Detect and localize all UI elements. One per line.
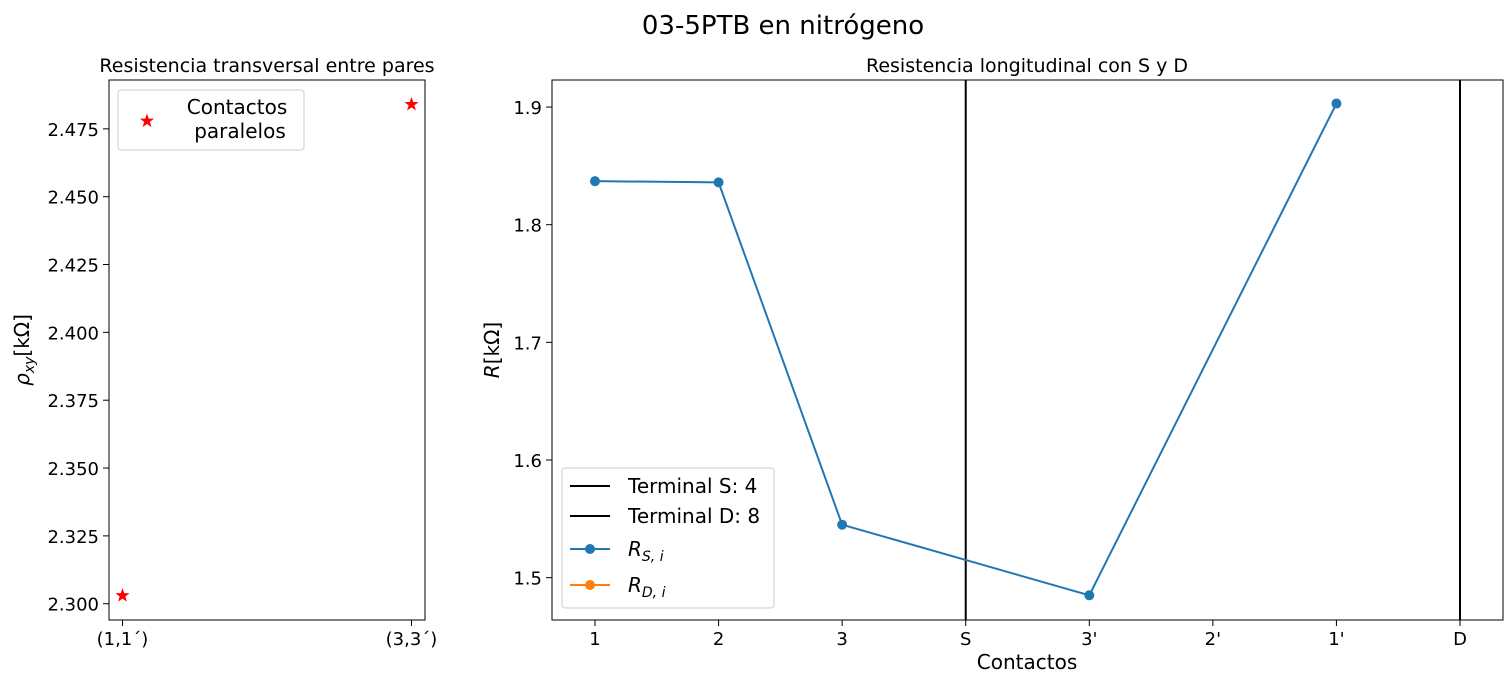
right-y-tick-label: 1.6 bbox=[513, 451, 542, 472]
right-chart-title: Resistencia longitudinal con S y D bbox=[866, 55, 1188, 77]
left-points bbox=[115, 96, 419, 602]
right-legend-box bbox=[561, 467, 775, 609]
series-point bbox=[590, 176, 600, 187]
right-chart: Resistencia longitudinal con S y D 1.51.… bbox=[480, 55, 1504, 674]
left-y-label-unit: [kΩ] bbox=[10, 314, 34, 356]
right-x-tick-label: 1' bbox=[1328, 629, 1344, 650]
right-y-label-main: R bbox=[480, 364, 504, 378]
left-legend-box bbox=[117, 89, 305, 151]
left-y-label-main: ρ bbox=[10, 373, 34, 386]
series-point bbox=[1331, 98, 1342, 109]
legend-series-s-label: RS, i bbox=[628, 537, 664, 565]
series-point bbox=[1084, 590, 1095, 601]
right-x-ticks: 1 2 3 S 3' 2' 1' D bbox=[589, 620, 1467, 650]
right-axes-frame bbox=[551, 79, 1504, 621]
left-y-label-sub: xy bbox=[22, 356, 38, 374]
right-x-tick-label: 2 bbox=[713, 629, 724, 650]
left-chart-title: Resistencia transversal entre pares bbox=[99, 55, 434, 77]
right-x-tick-label: 3' bbox=[1081, 629, 1097, 650]
right-x-tick-label: 2' bbox=[1205, 629, 1221, 650]
left-y-tick-label: 2.450 bbox=[47, 188, 99, 209]
right-vertical-lines bbox=[964, 80, 1461, 620]
legend-series-d-marker bbox=[585, 580, 595, 590]
legend-series-d-sub: D, i bbox=[642, 585, 666, 601]
left-y-tick-label: 2.350 bbox=[47, 459, 99, 480]
legend-series-s-sub: S, i bbox=[642, 549, 664, 565]
legend-star-marker bbox=[139, 113, 155, 128]
right-legend: Terminal S: 4 Terminal D: 8 RS, i RD, i bbox=[561, 467, 775, 609]
left-y-ticks: 2.300 2.325 2.350 2.375 2.400 2.425 2.450 2.475 bbox=[47, 120, 109, 616]
right-x-tick-label: S bbox=[960, 629, 971, 650]
legend-series-s-main: R bbox=[628, 537, 642, 561]
right-series bbox=[590, 98, 1342, 601]
left-y-tick-label: 2.425 bbox=[47, 256, 99, 277]
left-x-ticks: (1,1´) (3,3´) bbox=[97, 620, 438, 650]
right-y-tick-label: 1.9 bbox=[513, 98, 542, 119]
left-x-tick-label: (3,3´) bbox=[386, 629, 438, 650]
right-y-tick-label: 1.5 bbox=[513, 569, 542, 590]
left-axes-frame bbox=[108, 79, 426, 621]
left-star-point bbox=[404, 96, 419, 111]
left-y-tick-label: 2.325 bbox=[47, 527, 99, 548]
figure-title: 03-5PTB en nitrógeno bbox=[642, 11, 924, 41]
left-legend-label-1: Contactos bbox=[187, 95, 287, 119]
right-x-tick-label: 3 bbox=[836, 629, 847, 650]
legend-series-d-main: R bbox=[628, 573, 642, 597]
right-x-axis-label: Contactos bbox=[977, 650, 1077, 674]
right-x-tick-label: D bbox=[1453, 629, 1467, 650]
right-y-axis-label: R[kΩ] bbox=[480, 322, 504, 378]
left-star-point bbox=[115, 588, 130, 602]
left-y-axis-label: ρxy[kΩ] bbox=[10, 314, 38, 386]
left-legend: Contactos paralelos bbox=[117, 89, 305, 151]
right-y-label-unit: [kΩ] bbox=[480, 322, 504, 364]
legend-vline-d-label: Terminal D: 8 bbox=[627, 504, 760, 528]
series-point bbox=[713, 177, 724, 188]
left-y-tick-label: 2.400 bbox=[47, 323, 99, 344]
right-y-ticks: 1.5 1.6 1.7 1.8 1.9 bbox=[513, 98, 552, 590]
legend-series-d-label: RD, i bbox=[628, 573, 666, 601]
legend-vline-s-label: Terminal S: 4 bbox=[627, 474, 757, 498]
left-y-tick-label: 2.300 bbox=[47, 595, 99, 616]
left-chart: Resistencia transversal entre pares 2.30… bbox=[10, 55, 437, 650]
left-x-tick-label: (1,1´) bbox=[97, 629, 149, 650]
right-y-tick-label: 1.8 bbox=[513, 216, 542, 237]
legend-series-s-marker bbox=[585, 544, 595, 554]
right-y-tick-label: 1.7 bbox=[513, 333, 542, 354]
series-point bbox=[837, 519, 848, 530]
left-y-tick-label: 2.475 bbox=[47, 120, 99, 141]
left-y-tick-label: 2.375 bbox=[47, 391, 99, 412]
right-x-tick-label: 1 bbox=[589, 629, 600, 650]
left-legend-label-2: paralelos bbox=[194, 119, 286, 143]
